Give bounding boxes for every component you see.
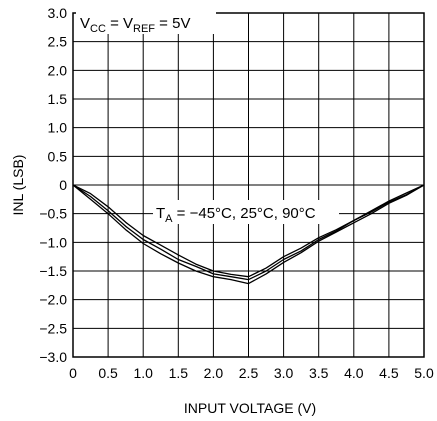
- y-tick-label: 0.5: [48, 148, 68, 164]
- series-line: [72, 184, 425, 278]
- x-tick-label: 4.0: [344, 365, 364, 381]
- y-tick-label: −3.0: [39, 349, 67, 365]
- y-tick-label: 3.0: [48, 5, 68, 21]
- y-axis-title: INL (LSB): [10, 155, 26, 216]
- y-tick-label: 0: [59, 177, 67, 193]
- temps-annotation: TA = −45°C, 25°C, 90°C: [156, 205, 316, 225]
- grid-lines: [72, 12, 425, 358]
- series-lines: [72, 184, 425, 285]
- y-tick-label: 1.0: [48, 120, 68, 136]
- y-tick-label: −2.0: [39, 292, 67, 308]
- conditions-annotation: VCC = VREF = 5V: [80, 15, 190, 35]
- temps-box: [153, 200, 339, 224]
- x-tick-label: 4.5: [379, 365, 399, 381]
- x-tick-label: 0: [69, 365, 77, 381]
- y-tick-label: 2.5: [48, 34, 68, 50]
- conditions-box: [76, 9, 216, 34]
- x-tick-label: 2.0: [204, 365, 224, 381]
- y-tick-label: −0.5: [39, 206, 67, 222]
- y-tick-label: −1.5: [39, 263, 67, 279]
- plot-frame: [72, 12, 425, 358]
- x-tick-label: 5.0: [414, 365, 434, 381]
- x-tick-label: 1.5: [169, 365, 189, 381]
- x-axis-title: INPUT VOLTAGE (V): [184, 400, 316, 416]
- y-tick-label: −2.5: [39, 320, 67, 336]
- x-tick-label: 0.5: [98, 365, 118, 381]
- y-tick-label: −1.0: [39, 234, 67, 250]
- y-tick-label: 2.0: [48, 62, 68, 78]
- x-tick-label: 3.5: [309, 365, 329, 381]
- x-tick-label: 1.0: [133, 365, 153, 381]
- y-tick-label: 1.5: [48, 91, 68, 107]
- x-tick-labels: 0 0.5 1.0 1.5 2.0 2.5 3.0 3.5 4.0 4.5 5.0: [69, 365, 434, 381]
- x-tick-label: 3.0: [274, 365, 294, 381]
- x-tick-label: 2.5: [239, 365, 259, 381]
- y-tick-labels: 3.0 2.5 2.0 1.5 1.0 0.5 0 −0.5 −1.0 −1.5 −2.0 −2.5 −…: [39, 5, 67, 365]
- series-line: [72, 184, 425, 285]
